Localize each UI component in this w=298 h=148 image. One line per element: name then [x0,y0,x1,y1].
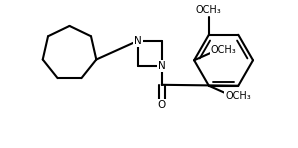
Text: N: N [158,61,166,71]
Text: OCH₃: OCH₃ [225,91,251,101]
Text: O: O [158,100,166,110]
Text: OCH₃: OCH₃ [211,45,236,56]
Text: N: N [134,36,142,46]
Text: OCH₃: OCH₃ [196,5,222,15]
